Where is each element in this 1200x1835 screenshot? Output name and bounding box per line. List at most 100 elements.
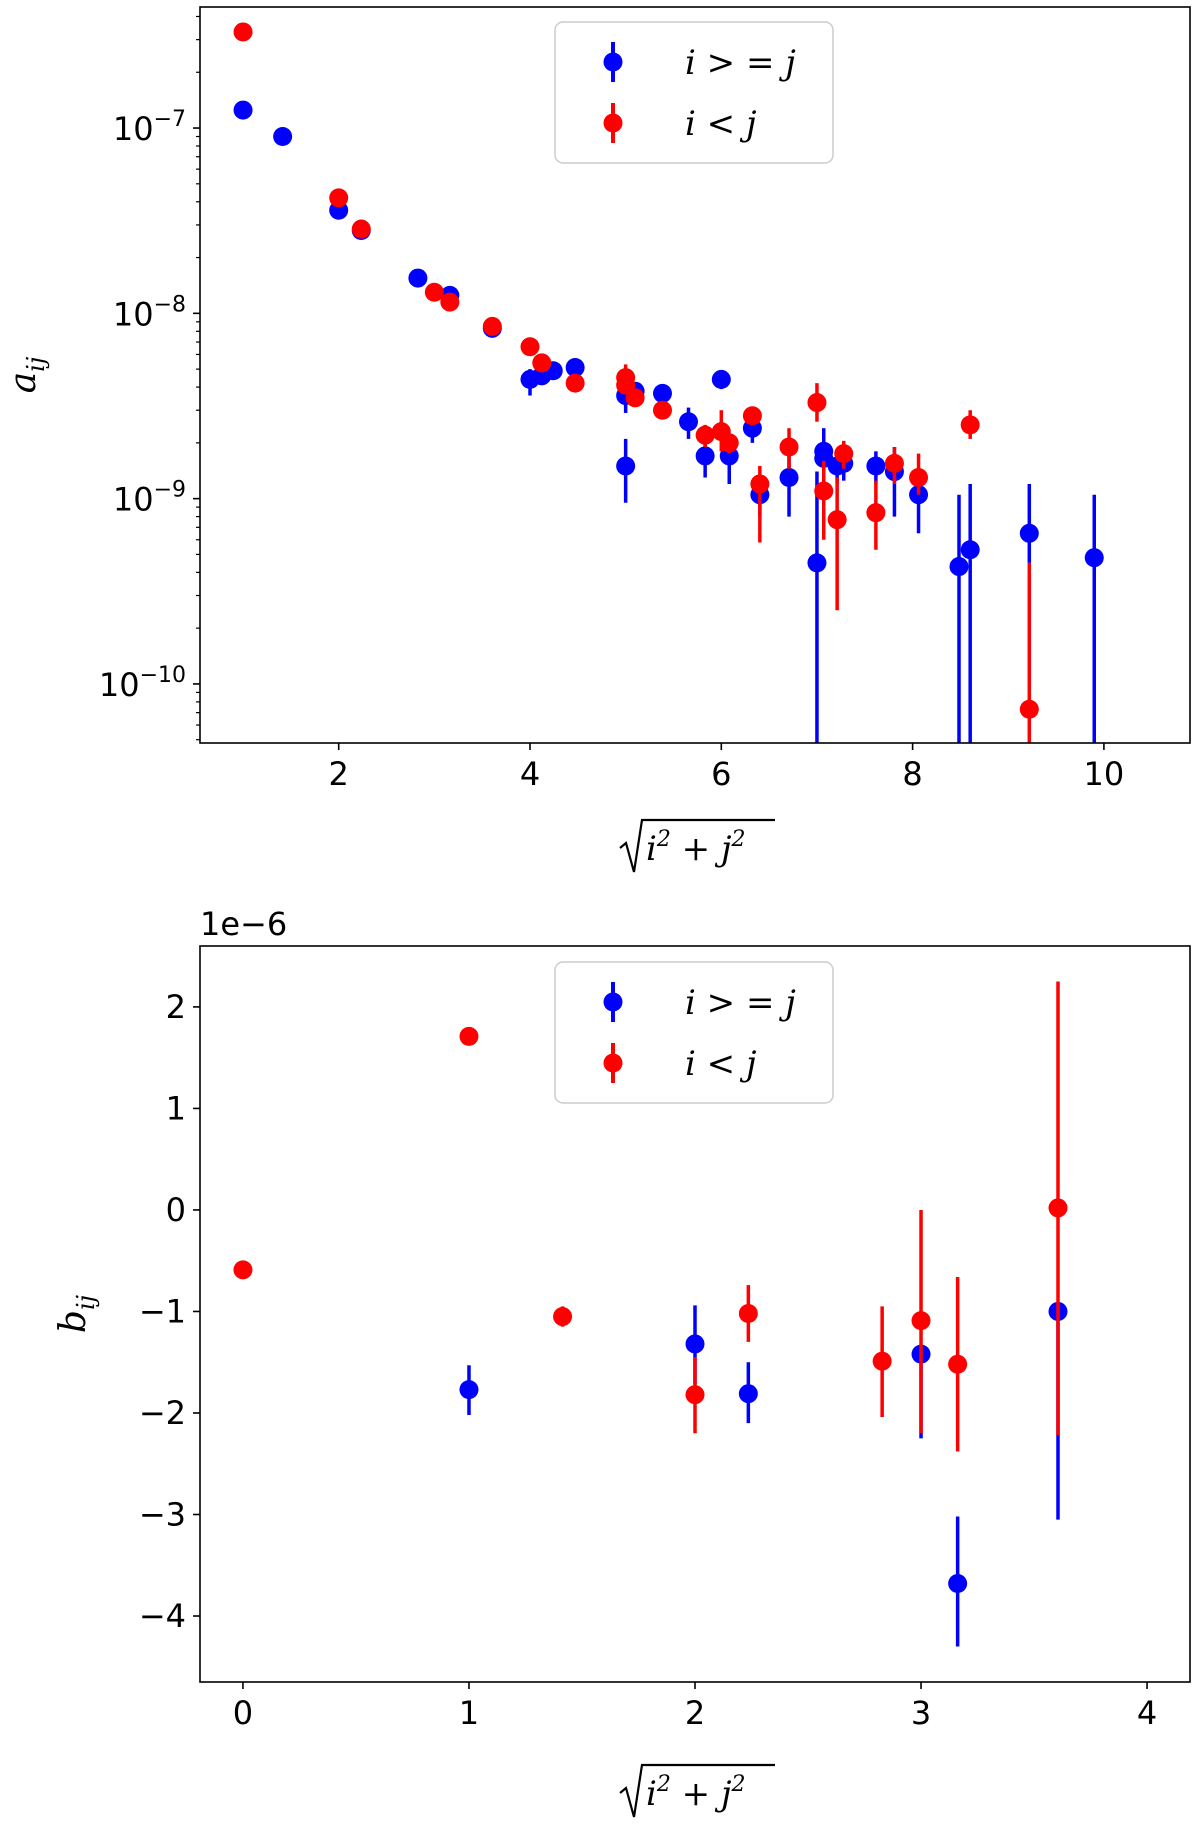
- top-point-series-1: [719, 446, 739, 466]
- bottom-point-series-1: [738, 1384, 758, 1404]
- bottom-point-series-2: [911, 1311, 931, 1331]
- bottom-point-series-2: [872, 1351, 892, 1371]
- bottom-y-tick-label: −1: [139, 1292, 186, 1330]
- top-x-ticks: 2 4 6 8 10: [329, 743, 1125, 793]
- top-x-tick-label: 2: [329, 755, 349, 793]
- top-point-series-2: [834, 444, 854, 464]
- top-point-series-2: [482, 316, 502, 336]
- top-legend-box: [554, 21, 834, 164]
- top-point-series-2: [520, 337, 540, 357]
- bottom-point-series-2: [459, 1026, 479, 1046]
- top-x-tick-label: 10: [1084, 755, 1125, 793]
- top-point-series-2: [351, 219, 371, 239]
- bottom-y-ticks: 2 1 0 −1 −2 −3 −4: [139, 988, 200, 1635]
- top-point-series-2: [625, 388, 645, 408]
- top-point-series-2: [909, 468, 929, 488]
- bottom-data-points: [233, 981, 1068, 1647]
- top-y-tick-label: 10−10: [99, 663, 186, 704]
- bottom-x-ticks: 0 1 2 3 4: [233, 1682, 1157, 1732]
- bottom-y-tick-label: 0: [166, 1191, 186, 1229]
- svg-text:i2 + j2: i2 + j2: [646, 1772, 746, 1814]
- top-point-series-2: [807, 393, 827, 413]
- bottom-legend-box: [554, 961, 834, 1104]
- bottom-legend: i > = j i < j: [554, 961, 834, 1104]
- top-point-series-1: [616, 456, 636, 476]
- top-point-series-1: [1019, 523, 1039, 543]
- top-point-series-1: [408, 268, 428, 288]
- bottom-point-series-2: [553, 1307, 573, 1327]
- top-point-series-2: [233, 22, 253, 42]
- bottom-x-label-sqrt-sign: [619, 1763, 775, 1818]
- bottom-legend-label-i-ge-j: i > = j: [685, 983, 796, 1023]
- top-legend-label-i-lt-j: i < j: [685, 104, 757, 144]
- bottom-x-tick-label: 3: [911, 1694, 931, 1732]
- bottom-x-tick-label: 4: [1137, 1694, 1157, 1732]
- bottom-x-tick-label: 1: [459, 1694, 479, 1732]
- bottom-y-tick-label: −2: [139, 1394, 186, 1432]
- top-point-series-1: [695, 446, 715, 466]
- top-point-series-2: [695, 425, 715, 445]
- bottom-y-tick-label: −3: [139, 1495, 186, 1533]
- top-point-series-1: [678, 412, 698, 432]
- top-point-series-2: [719, 433, 739, 453]
- top-legend-label-i-ge-j: i > = j: [685, 43, 796, 83]
- top-x-tick-label: 6: [711, 755, 731, 793]
- top-point-series-1: [711, 369, 731, 389]
- top-point-series-1: [652, 383, 672, 403]
- bottom-y-tick-label: −4: [139, 1597, 186, 1635]
- bottom-point-series-1: [948, 1574, 968, 1594]
- top-point-series-2: [424, 282, 444, 302]
- bottom-point-series-2: [1048, 1198, 1068, 1218]
- bottom-x-tick-label: 2: [685, 1694, 705, 1732]
- top-point-series-1: [273, 127, 293, 147]
- top-plot-frame: [199, 6, 1191, 744]
- bottom-y-offset-label: 1e−6: [200, 905, 287, 943]
- top-point-series-1: [1084, 548, 1104, 568]
- top-point-series-1: [866, 456, 886, 476]
- top-point-series-2: [742, 406, 762, 426]
- bottom-point-series-2: [685, 1385, 705, 1405]
- top-point-series-2: [532, 353, 552, 373]
- top-legend-red-marker: [603, 113, 623, 133]
- top-y-tick-label: 10−8: [113, 292, 186, 333]
- top-point-series-1: [807, 553, 827, 573]
- top-legend: i > = j i < j: [554, 21, 834, 164]
- top-point-series-1: [565, 358, 585, 378]
- top-point-series-2: [827, 510, 847, 530]
- bottom-point-series-1: [459, 1380, 479, 1400]
- top-point-series-2: [814, 481, 834, 501]
- top-point-series-1: [960, 540, 980, 560]
- top-point-series-2: [329, 188, 349, 208]
- top-y-ticks: 10−7 10−8 10−9 10−10: [99, 15, 200, 741]
- bottom-y-tick-label: 2: [166, 988, 186, 1026]
- top-x-label-sqrt-sign: [619, 818, 775, 873]
- bottom-plot-frame: [199, 945, 1191, 1683]
- top-point-series-1: [233, 100, 253, 120]
- top-point-series-2: [960, 415, 980, 435]
- top-point-series-2: [866, 503, 886, 523]
- top-point-series-2: [750, 474, 770, 494]
- top-legend-blue-marker: [603, 52, 623, 72]
- top-chart-a-ij: 2 4 6 8 10 10−710−810−910−10 i > = j i < j a…: [3, 6, 1191, 873]
- bottom-legend-blue-marker: [603, 992, 623, 1012]
- top-data-points: [233, 22, 1104, 743]
- top-point-series-2: [884, 453, 904, 473]
- top-point-series-2: [779, 437, 799, 457]
- bottom-legend-red-marker: [603, 1053, 623, 1073]
- top-x-tick-label: 8: [902, 755, 922, 793]
- top-point-series-2: [652, 400, 672, 420]
- top-point-series-1: [779, 468, 799, 488]
- bottom-point-series-2: [738, 1303, 758, 1323]
- bottom-x-tick-label: 0: [233, 1694, 253, 1732]
- bottom-point-series-1: [685, 1334, 705, 1354]
- bottom-y-tick-label: 1: [166, 1089, 186, 1127]
- bottom-point-series-2: [233, 1260, 253, 1280]
- top-point-series-2: [1019, 699, 1039, 719]
- top-y-tick-label: 10−7: [113, 107, 186, 148]
- top-y-tick-label: 10−9: [113, 478, 186, 519]
- bottom-x-axis-label: i2 + j2: [619, 1763, 775, 1818]
- top-point-series-2: [440, 292, 460, 312]
